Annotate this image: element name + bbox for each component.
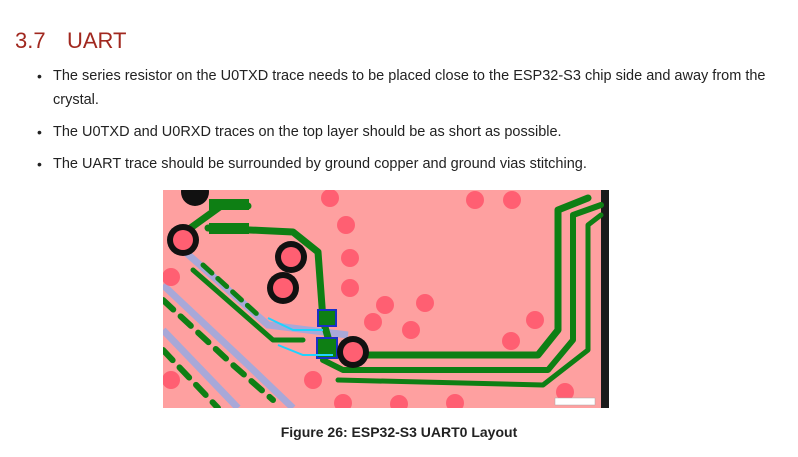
figure-caption: Figure 26: ESP32-S3 UART0 Layout [280,424,518,440]
section-heading: 3.7 UART [15,26,127,56]
resistor-pad [316,337,338,359]
bullet-item: The series resistor on the U0TXD trace n… [35,64,775,112]
pcb-layout-image [163,190,609,408]
resistor-pad [317,309,337,327]
board-edge [601,190,609,408]
pcb-layout-figure [163,190,609,408]
footprint-pad [209,199,249,210]
section-title: UART [67,28,127,53]
ringed-vias [167,190,369,368]
stamp-mark [554,397,596,406]
section-number: 3.7 [15,28,46,53]
bullet-list: The series resistor on the U0TXD trace n… [35,64,775,184]
highlight-outline [267,317,333,356]
bullet-item: The UART trace should be surrounded by g… [35,152,775,176]
bullet-item: The U0TXD and U0RXD traces on the top la… [35,120,775,144]
ground-vias [163,190,574,408]
copper-traces [163,194,604,408]
footprint-pad [209,223,249,234]
